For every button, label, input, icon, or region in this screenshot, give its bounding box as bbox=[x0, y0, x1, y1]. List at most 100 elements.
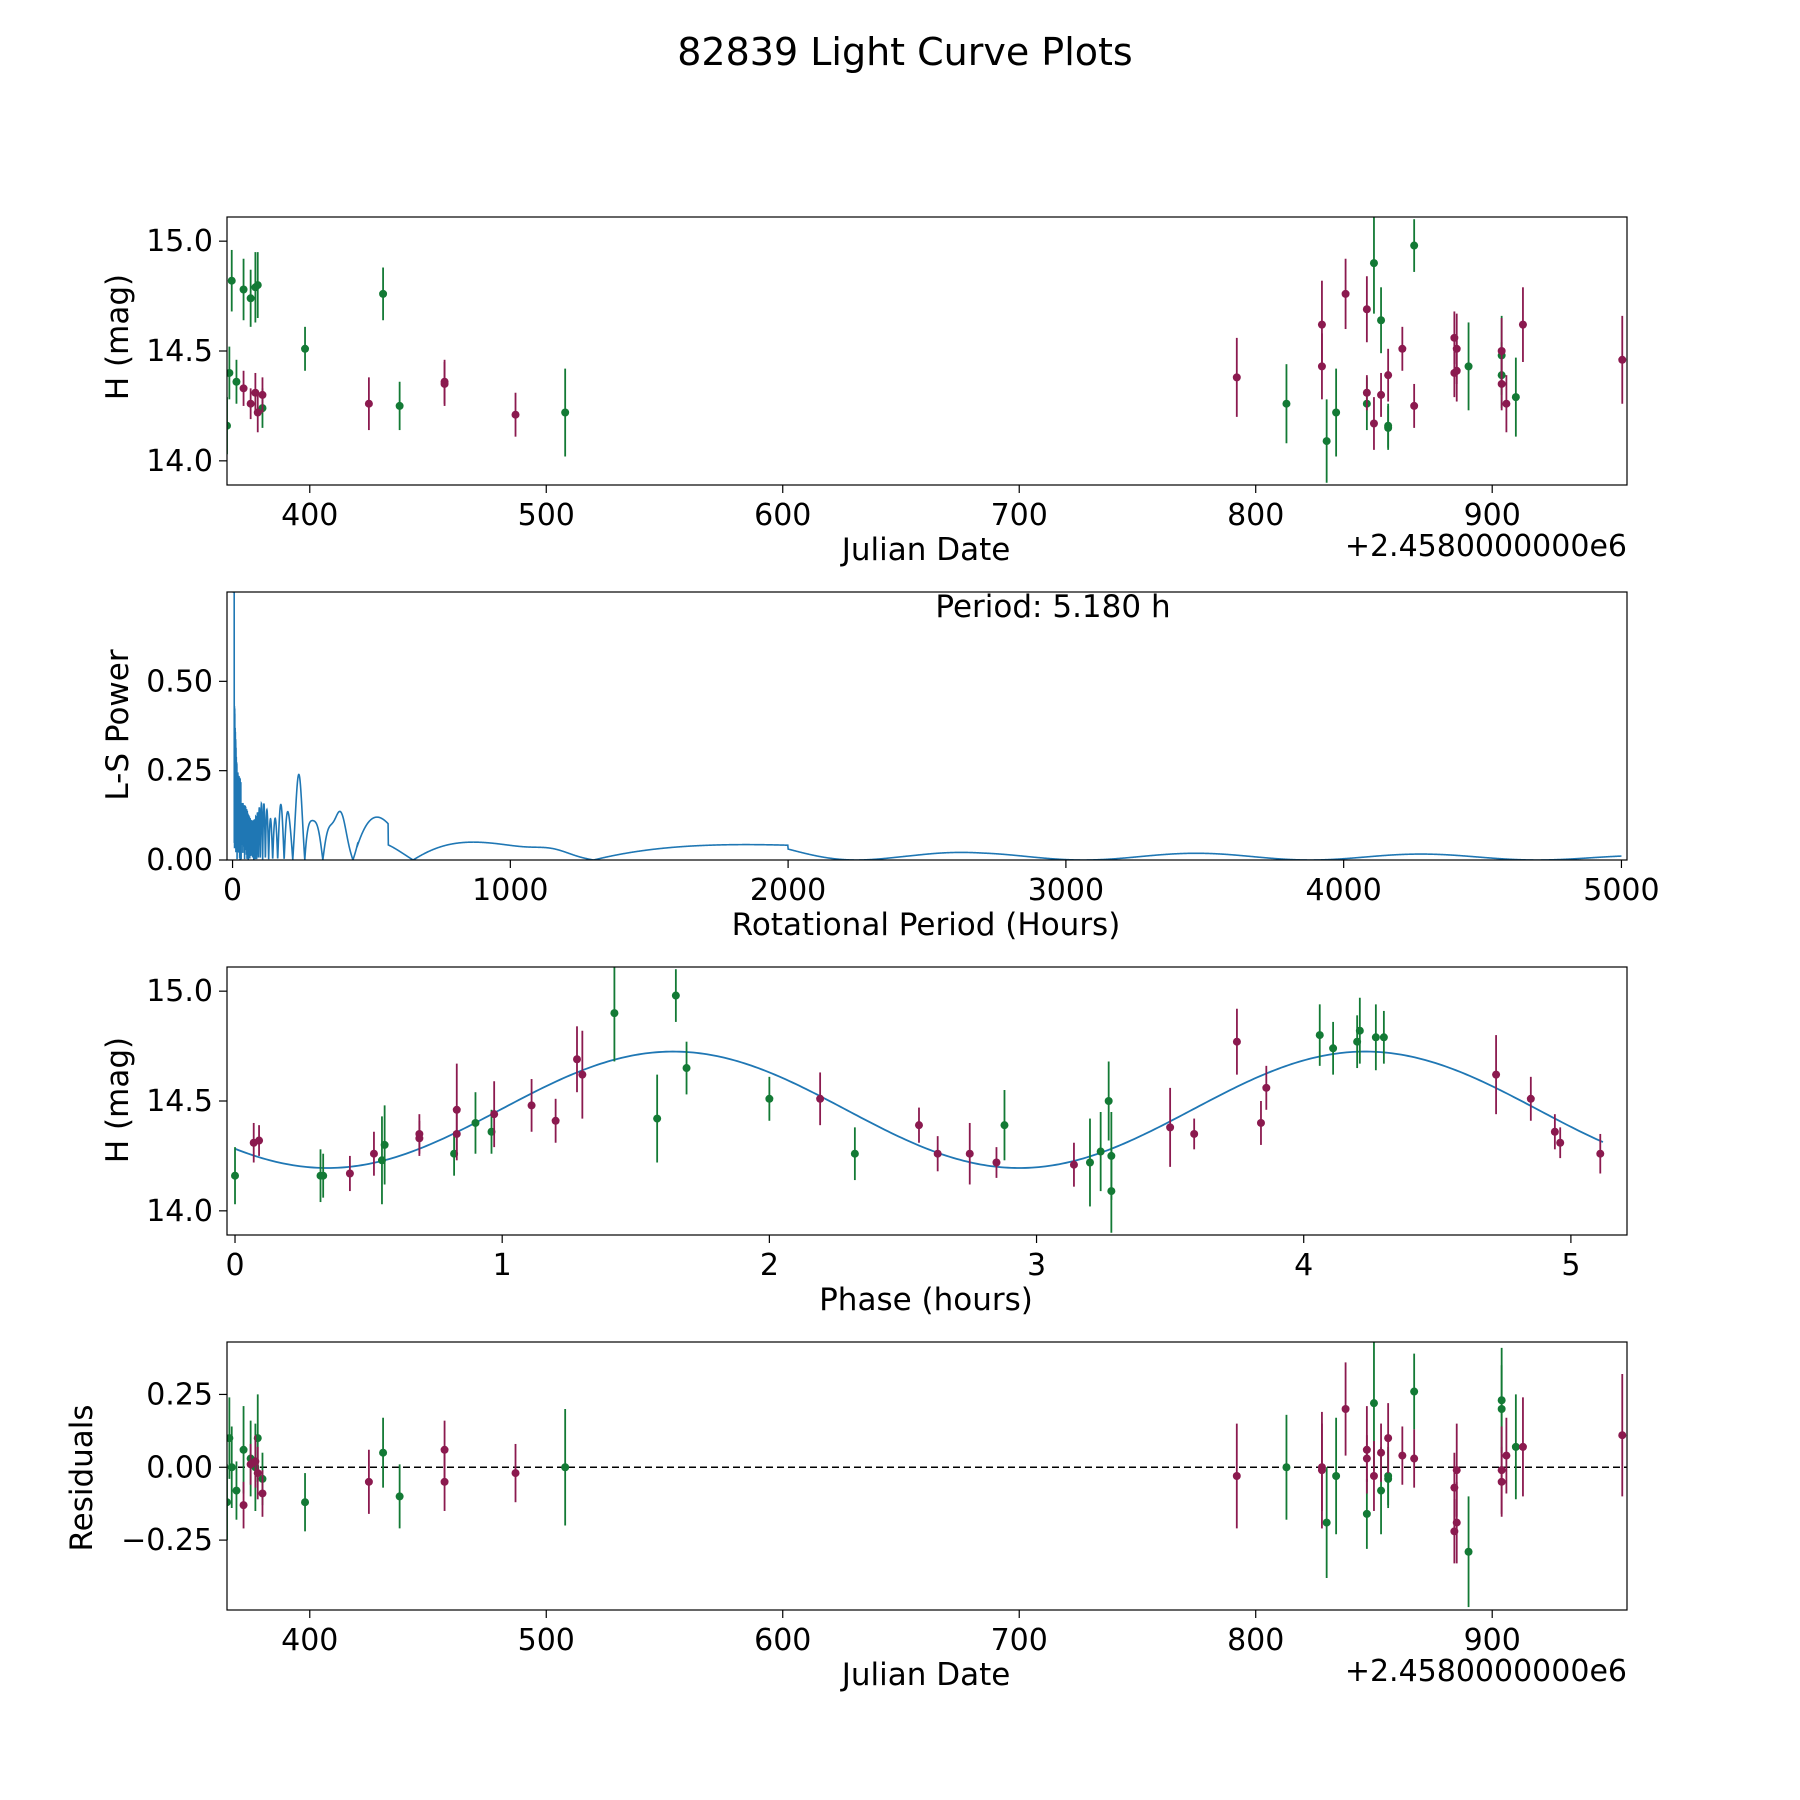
light-curve-maroon-point bbox=[1362, 305, 1371, 314]
phased-data-area bbox=[231, 967, 1605, 1233]
phased-green-point bbox=[1315, 1031, 1324, 1040]
phased-maroon-point bbox=[255, 1136, 264, 1145]
light-curve-maroon-point bbox=[1362, 388, 1371, 397]
light-curve-green-point bbox=[1322, 437, 1331, 446]
residuals-green-point bbox=[1497, 1405, 1506, 1413]
light-curve-green-point bbox=[1384, 423, 1393, 432]
phased-maroon-point bbox=[1232, 1037, 1241, 1046]
light-curve-maroon-point bbox=[1618, 355, 1627, 364]
phased-green-point bbox=[1000, 1121, 1009, 1130]
periodogram-line bbox=[232, 592, 1622, 860]
residuals-green-point bbox=[1332, 1472, 1341, 1480]
light-curve-xtick-label: 700 bbox=[991, 498, 1048, 533]
light-curve-green-point bbox=[227, 276, 236, 285]
light-curve-green-point bbox=[1464, 362, 1473, 371]
periodogram-ytick-label: 0.00 bbox=[146, 843, 213, 878]
residuals-maroon-point bbox=[1452, 1466, 1461, 1475]
light-curve-maroon-point bbox=[1377, 390, 1386, 399]
residuals-green-point bbox=[1362, 1509, 1371, 1518]
phased-maroon-point bbox=[1256, 1118, 1265, 1127]
phased-green-point bbox=[1104, 1097, 1113, 1105]
light-curve-axes-frame bbox=[226, 216, 1628, 486]
residuals-maroon-point bbox=[1362, 1454, 1371, 1463]
residuals-maroon-point bbox=[1618, 1431, 1627, 1440]
residuals-xtick-label: 600 bbox=[754, 1623, 811, 1658]
phased-maroon-point bbox=[578, 1070, 587, 1079]
phased-maroon-point bbox=[1492, 1070, 1501, 1079]
phased-maroon-point bbox=[992, 1158, 1001, 1167]
residuals-xtick-label: 800 bbox=[1227, 1623, 1284, 1658]
residuals-maroon-point bbox=[1317, 1463, 1326, 1472]
periodogram-ytick-label: 0.50 bbox=[146, 664, 213, 699]
residuals-maroon-point bbox=[1518, 1442, 1527, 1451]
residuals-maroon-point bbox=[239, 1501, 248, 1510]
phased-green-point bbox=[1085, 1158, 1094, 1167]
phased-maroon-point bbox=[1166, 1123, 1175, 1132]
phased-ytick-label: 14.5 bbox=[146, 1084, 213, 1119]
light-curve-ytick-label: 14.0 bbox=[146, 444, 213, 479]
phased-green-point bbox=[610, 1009, 619, 1018]
phased-maroon-point bbox=[1596, 1149, 1605, 1158]
residuals-maroon-point bbox=[1384, 1434, 1393, 1443]
phased-maroon-point bbox=[345, 1169, 354, 1178]
light-curve-maroon-point bbox=[1398, 344, 1407, 353]
light-curve-ytick-label: 15.0 bbox=[146, 224, 213, 259]
residuals-green-point bbox=[1511, 1442, 1520, 1451]
periodogram-xlabel: Rotational Period (Hours) bbox=[732, 907, 1121, 943]
light-curve-xtick-label: 800 bbox=[1227, 498, 1284, 533]
light-curve-maroon-point bbox=[1232, 373, 1241, 382]
light-curve-maroon-point bbox=[1317, 320, 1326, 329]
light-curve-green-point bbox=[239, 285, 248, 294]
light-curve-ytick-label: 14.5 bbox=[146, 334, 213, 369]
phased-green-point bbox=[231, 1171, 240, 1180]
light-curve-green-point bbox=[232, 377, 241, 386]
residuals-maroon-point bbox=[258, 1489, 267, 1498]
phased-maroon-point bbox=[573, 1055, 581, 1064]
residuals-ylabel: Residuals bbox=[64, 1404, 100, 1551]
residuals-green-point bbox=[395, 1492, 404, 1501]
phased-maroon-point bbox=[527, 1101, 536, 1110]
light-curve-green-point bbox=[1377, 316, 1386, 325]
light-curve-xtick-label: 900 bbox=[1464, 498, 1521, 533]
figure-title: 82839 Light Curve Plots bbox=[677, 30, 1132, 74]
residuals-green-point bbox=[232, 1486, 241, 1495]
phased-green-point bbox=[682, 1064, 691, 1073]
light-curve-maroon-point bbox=[1518, 320, 1527, 329]
phased-green-point bbox=[1355, 1026, 1364, 1035]
phased-xtick-label: 1 bbox=[493, 1248, 512, 1283]
periodogram-xtick-label: 5000 bbox=[1583, 873, 1659, 908]
phased-green-point bbox=[1096, 1147, 1105, 1156]
phased-xtick-label: 4 bbox=[1294, 1248, 1313, 1283]
light-curve-maroon-point bbox=[364, 399, 373, 408]
light-curve-maroon-point bbox=[258, 390, 267, 399]
phased-maroon-point bbox=[933, 1149, 942, 1158]
periodogram-ytick-label: 0.25 bbox=[146, 754, 213, 789]
phased-maroon-point bbox=[490, 1110, 499, 1119]
light-curve-green-point bbox=[301, 344, 310, 353]
residuals-offset-label: +2.4580000000e6 bbox=[1345, 1654, 1627, 1689]
phased-panel: Phase (hours) H (mag) 0 1 2 3 4 5 14.0 14.5 15.0 bbox=[100, 966, 1628, 1318]
light-curve-maroon-point bbox=[1452, 366, 1461, 375]
periodogram-axes-frame bbox=[226, 591, 1628, 861]
residuals-maroon-point bbox=[1502, 1451, 1511, 1460]
phased-green-point bbox=[1371, 1033, 1380, 1042]
light-curve-green-point bbox=[227, 368, 234, 377]
periodogram-xtick-label: 3000 bbox=[1028, 873, 1104, 908]
light-curve-green-point bbox=[395, 401, 404, 410]
phased-maroon-point bbox=[551, 1116, 560, 1125]
phased-maroon-point bbox=[965, 1149, 974, 1158]
phased-maroon-point bbox=[452, 1105, 461, 1114]
residuals-maroon-point bbox=[1410, 1454, 1419, 1463]
phased-maroon-point bbox=[914, 1121, 923, 1130]
phased-maroon-point bbox=[1262, 1083, 1271, 1092]
residuals-axes-frame bbox=[226, 1341, 1628, 1611]
phased-maroon-point bbox=[1190, 1129, 1199, 1138]
residuals-green-point bbox=[1322, 1518, 1331, 1527]
residuals-maroon-point bbox=[1452, 1518, 1461, 1527]
residuals-green-point bbox=[1464, 1547, 1473, 1556]
light-curve-xtick-label: 600 bbox=[754, 498, 811, 533]
residuals-maroon-point bbox=[1232, 1472, 1241, 1480]
phased-maroon-point bbox=[1069, 1160, 1078, 1169]
phased-green-point bbox=[1329, 1044, 1338, 1053]
light-curve-xtick-label: 400 bbox=[281, 498, 338, 533]
